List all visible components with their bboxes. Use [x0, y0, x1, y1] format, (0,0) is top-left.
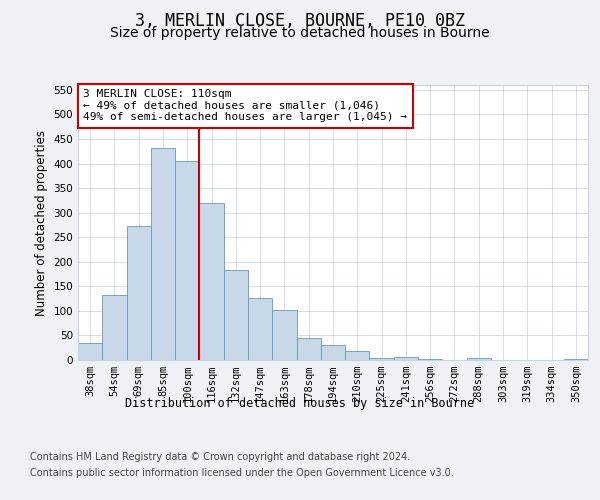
- Bar: [224, 270, 248, 360]
- Text: 3 MERLIN CLOSE: 110sqm
← 49% of detached houses are smaller (1,046)
49% of semi-: 3 MERLIN CLOSE: 110sqm ← 49% of detached…: [83, 89, 407, 122]
- Text: Size of property relative to detached houses in Bourne: Size of property relative to detached ho…: [110, 26, 490, 40]
- Bar: [78, 343, 102, 360]
- Bar: [248, 298, 272, 360]
- Bar: [564, 358, 588, 360]
- Bar: [418, 359, 442, 360]
- Bar: [151, 148, 175, 360]
- Bar: [370, 358, 394, 360]
- Text: Contains public sector information licensed under the Open Government Licence v3: Contains public sector information licen…: [30, 468, 454, 478]
- Bar: [175, 160, 199, 360]
- Y-axis label: Number of detached properties: Number of detached properties: [35, 130, 48, 316]
- Text: 3, MERLIN CLOSE, BOURNE, PE10 0BZ: 3, MERLIN CLOSE, BOURNE, PE10 0BZ: [135, 12, 465, 30]
- Bar: [102, 295, 127, 360]
- Text: Contains HM Land Registry data © Crown copyright and database right 2024.: Contains HM Land Registry data © Crown c…: [30, 452, 410, 462]
- Bar: [394, 356, 418, 360]
- Bar: [321, 346, 345, 360]
- Bar: [467, 358, 491, 360]
- Bar: [345, 351, 370, 360]
- Bar: [296, 338, 321, 360]
- Bar: [272, 310, 296, 360]
- Bar: [127, 226, 151, 360]
- Bar: [199, 203, 224, 360]
- Text: Distribution of detached houses by size in Bourne: Distribution of detached houses by size …: [125, 398, 475, 410]
